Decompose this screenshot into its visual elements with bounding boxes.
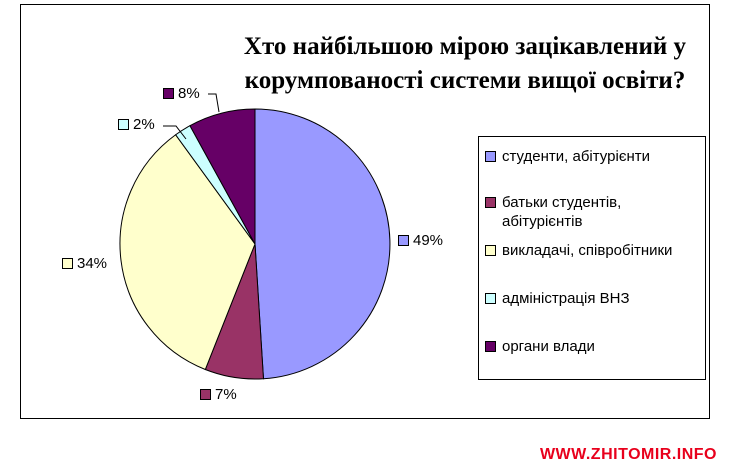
pie-slice-authorities — [189, 108, 256, 245]
data-label-text-parents: 7% — [215, 386, 237, 403]
legend-swatch-administration — [485, 293, 496, 304]
chart-legend: студенти, абітурієнти батьки студентів, … — [478, 136, 706, 380]
data-label-swatch-administration — [118, 119, 129, 130]
data-label-swatch-authorities — [163, 88, 174, 99]
legend-label-teachers: викладачі, співробітники — [502, 242, 673, 259]
legend-label-parents: батьки студентів, абітурієнтів — [502, 194, 622, 230]
legend-swatch-students — [485, 151, 496, 162]
chart-title-line-2: корумпованості системи вищої освіти? — [244, 67, 686, 94]
legend-swatch-authorities — [485, 341, 496, 352]
legend-item-students: студенти, абітурієнти — [485, 147, 702, 166]
data-label-text-authorities: 8% — [178, 85, 200, 102]
data-label-swatch-parents — [200, 389, 211, 400]
watermark: WWW.ZHITOMIR.INFO — [539, 446, 717, 463]
legend-label-authorities: органи влади — [502, 338, 595, 355]
chart-title: Хто найбільшою мірою зацікавлений у кору… — [230, 30, 700, 98]
legend-item-administration: адміністрація ВНЗ — [485, 289, 702, 308]
leader-line-administration — [163, 125, 187, 140]
data-label-text-teachers: 34% — [77, 255, 108, 272]
legend-swatch-parents — [485, 197, 496, 208]
data-label-text-administration: 2% — [133, 116, 155, 133]
data-label-authorities: 8% — [163, 85, 200, 102]
data-label-administration: 2% — [118, 116, 155, 133]
legend-swatch-teachers — [485, 245, 496, 256]
data-label-swatch-students — [398, 235, 409, 246]
chart-title-line-1: Хто найбільшою мірою зацікавлений у — [243, 33, 687, 60]
data-label-text-students: 49% — [413, 232, 444, 249]
data-label-parents: 7% — [200, 386, 237, 403]
data-label-teachers: 34% — [62, 255, 107, 272]
leader-line-authorities — [208, 93, 220, 113]
legend-label-administration: адміністрація ВНЗ — [502, 290, 630, 307]
legend-item-parents: батьки студентів, абітурієнтів — [485, 193, 702, 231]
data-label-swatch-teachers — [62, 258, 73, 269]
pie-slice-teachers — [119, 134, 256, 371]
data-label-students: 49% — [398, 232, 443, 249]
legend-item-authorities: органи влади — [485, 337, 702, 356]
legend-label-students: студенти, абітурієнти — [502, 148, 651, 165]
pie-slice-students — [254, 108, 391, 380]
legend-item-teachers: викладачі, співробітники — [485, 241, 702, 260]
